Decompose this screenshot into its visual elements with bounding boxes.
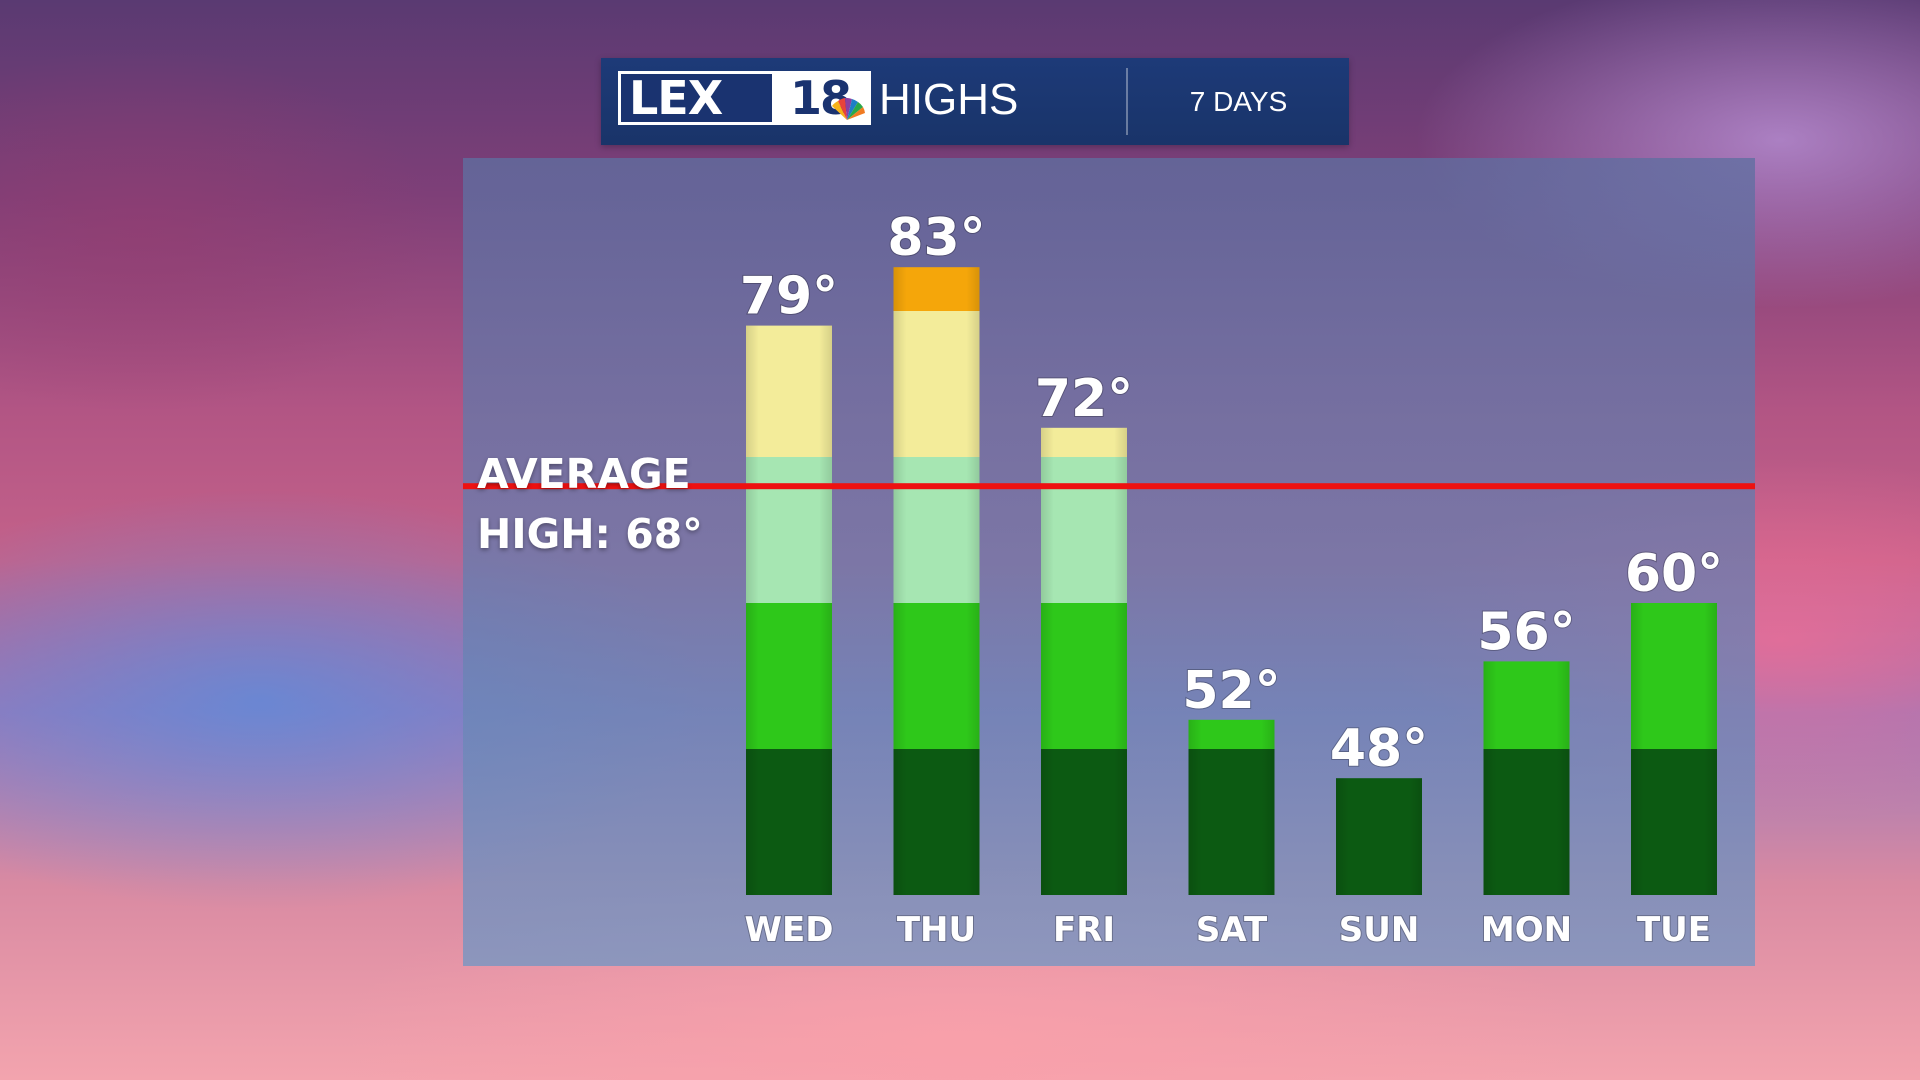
value-label: 48° — [1330, 719, 1428, 779]
bar-fri — [1041, 427, 1127, 895]
bar-shade — [1631, 603, 1717, 895]
value-label: 60° — [1625, 544, 1723, 604]
average-label-line1: AVERAGE — [477, 450, 691, 498]
bar-sun — [1336, 778, 1422, 895]
category-label: THU — [897, 910, 976, 950]
value-label: 52° — [1182, 661, 1280, 721]
bar-shade — [1041, 427, 1127, 895]
chart-panel: 79° WED 83° THU 72° FRI 52° SAT 48° SUN 56° MON 60° T… — [463, 158, 1755, 966]
average-line — [463, 483, 1755, 490]
bar-thu — [893, 267, 980, 895]
bar-shade — [1336, 778, 1422, 895]
peacock-icon — [832, 98, 865, 120]
bar-chart: 79° WED 83° THU 72° FRI 52° SAT 48° SUN 56° MON 60° T… — [463, 207, 1755, 951]
bar-wed — [746, 325, 832, 896]
header-divider — [1126, 68, 1128, 135]
header-title: HIGHS — [879, 75, 1019, 124]
bar-shade — [893, 267, 980, 895]
bar-shade — [1483, 661, 1570, 895]
average-high-label: AVERAGE HIGH: 68° — [477, 444, 703, 564]
header-bar: LEX 18 HIGHS 7 DAYS — [601, 58, 1349, 145]
category-label: FRI — [1053, 910, 1115, 950]
bar-shade — [746, 325, 832, 896]
bar-sat — [1188, 719, 1275, 895]
value-label: 56° — [1477, 602, 1575, 662]
bar-shade — [1188, 719, 1275, 895]
value-label: 79° — [740, 267, 838, 327]
logo-number: 18 — [772, 74, 868, 122]
category-label: WED — [745, 910, 834, 950]
logo-text: LEX — [629, 71, 723, 125]
category-label: SAT — [1196, 910, 1268, 950]
category-label: SUN — [1339, 910, 1420, 950]
average-label-line2: HIGH: 68° — [477, 510, 703, 558]
bar-mon — [1483, 661, 1570, 895]
value-label: 83° — [887, 208, 985, 268]
category-label: MON — [1481, 910, 1572, 950]
category-label: TUE — [1637, 910, 1711, 950]
value-label: 72° — [1035, 369, 1133, 429]
bar-tue — [1631, 603, 1717, 895]
period-label: 7 DAYS — [1189, 85, 1288, 117]
station-logo: LEX 18 — [618, 71, 871, 125]
